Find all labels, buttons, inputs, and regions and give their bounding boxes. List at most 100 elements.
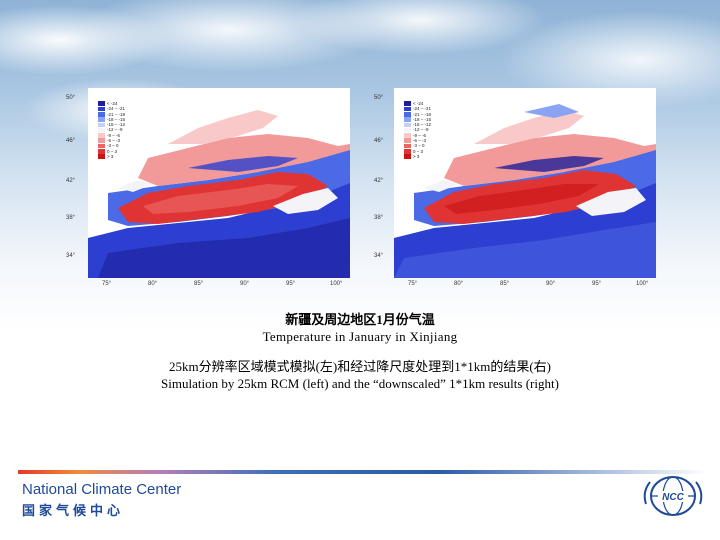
- legend-swatch: [404, 101, 411, 106]
- legend-label: > 3: [413, 153, 420, 159]
- legend-swatch: [98, 138, 105, 144]
- left-lat-label: 38°: [66, 215, 76, 221]
- legend-swatch: [404, 143, 411, 149]
- legend-label: -6 – -3: [107, 138, 121, 144]
- org-name-zh: 国家气候中心: [22, 504, 125, 519]
- legend-label: -6 – -3: [413, 138, 427, 144]
- legend-label: < -24: [107, 101, 118, 106]
- left-lon-label: 95°: [286, 281, 296, 287]
- logo-text: NCC: [662, 492, 684, 503]
- legend-label: -12 – -9: [413, 127, 429, 133]
- legend-swatch: [404, 154, 411, 159]
- left-lon-label: 80°: [148, 281, 158, 287]
- legend-swatch: [98, 143, 105, 149]
- legend-swatch: [98, 149, 105, 154]
- legend-entry: -24 – -21: [404, 106, 431, 111]
- legend-entry: -15 – -12: [404, 122, 431, 127]
- caption-desc-en: Simulation by 25km RCM (left) and the “d…: [161, 376, 559, 391]
- legend-label: -12 – -9: [107, 127, 123, 133]
- legend-entry: -6 – -3: [98, 138, 125, 143]
- legend-entry: -12 – -9: [404, 127, 431, 132]
- legend-swatch: [98, 154, 105, 159]
- legend-swatch: [404, 149, 411, 154]
- org-name-en: National Climate Center: [22, 481, 182, 498]
- caption-desc-zh: 25km分辨率区域模式模拟(左)和经过降尺度处理到1*1km的结果(右): [168, 359, 552, 374]
- legend-entry: -24 – -21: [98, 106, 125, 111]
- right-lat-label: 34°: [374, 253, 384, 259]
- left-lon-label: 85°: [194, 281, 204, 287]
- legend-label: -24 – -21: [107, 106, 126, 112]
- right-lon-label: 85°: [500, 281, 510, 287]
- legend-entry: -12 – -9: [98, 127, 125, 132]
- legend-swatch: [98, 127, 105, 133]
- left-lat-label: 42°: [66, 178, 76, 184]
- right-temperature-map: [394, 88, 656, 278]
- legend-swatch: [98, 101, 105, 106]
- legend-entry: -21 – -18: [404, 112, 431, 117]
- right-lat-label: 50°: [374, 95, 384, 101]
- legend-swatch: [404, 133, 411, 138]
- caption-title-en: Temperature in January in Xinjiang: [262, 329, 458, 344]
- footer-divider: [18, 470, 708, 474]
- legend-swatch: [404, 138, 411, 144]
- legend-label: < -24: [413, 101, 424, 106]
- legend-label: -21 – -18: [107, 111, 126, 117]
- right-lon-label: 75°: [408, 281, 418, 287]
- caption-title-zh: 新疆及周边地区1月份气温: [285, 312, 435, 327]
- legend-entry: < -24: [404, 101, 431, 106]
- legend-label: -9 – -6: [413, 132, 427, 138]
- legend-swatch: [404, 111, 411, 117]
- legend-entry: -3 – 0: [98, 143, 125, 148]
- legend-swatch: [404, 127, 411, 133]
- left-map-legend: < -24 -24 – -21 -21 – -18 -18 – -15 -15 – -1…: [98, 101, 125, 159]
- legend-entry: -9 – -6: [98, 133, 125, 138]
- legend-swatch: [404, 122, 411, 128]
- legend-label: -18 – -15: [107, 116, 126, 122]
- legend-label: -18 – -15: [413, 116, 432, 122]
- legend-label: 0 – 3: [413, 148, 424, 154]
- right-map-graphic: [394, 88, 656, 278]
- legend-swatch: [98, 117, 105, 122]
- legend-label: -24 – -21: [413, 106, 432, 112]
- legend-label: -21 – -18: [413, 111, 432, 117]
- legend-entry: -6 – -3: [404, 138, 431, 143]
- left-map-graphic: [88, 88, 350, 278]
- left-lon-label: 75°: [102, 281, 112, 287]
- legend-label: -3 – 0: [413, 143, 425, 149]
- legend-entry: > 3: [404, 154, 431, 159]
- legend-label: > 3: [107, 153, 114, 159]
- legend-swatch: [98, 106, 105, 112]
- right-lon-label: 80°: [454, 281, 464, 287]
- legend-swatch: [98, 133, 105, 138]
- legend-label: -3 – 0: [107, 143, 119, 149]
- legend-label: -15 – -12: [107, 122, 126, 128]
- legend-swatch: [98, 122, 105, 128]
- right-lat-label: 46°: [374, 138, 384, 144]
- left-lat-label: 34°: [66, 253, 76, 259]
- left-lat-label: 46°: [66, 138, 76, 144]
- legend-entry: -18 – -15: [98, 117, 125, 122]
- legend-entry: -9 – -6: [404, 133, 431, 138]
- left-lat-label: 50°: [66, 95, 76, 101]
- left-lon-label: 90°: [240, 281, 250, 287]
- legend-label: -15 – -12: [413, 122, 432, 128]
- legend-entry: > 3: [98, 154, 125, 159]
- legend-swatch: [404, 106, 411, 112]
- legend-entry: -18 – -15: [404, 117, 431, 122]
- legend-entry: -3 – 0: [404, 143, 431, 148]
- right-lon-label: 95°: [592, 281, 602, 287]
- legend-entry: 0 – 3: [98, 149, 125, 154]
- legend-swatch: [98, 111, 105, 117]
- legend-entry: < -24: [98, 101, 125, 106]
- legend-label: -9 – -6: [107, 132, 121, 138]
- legend-swatch: [404, 117, 411, 122]
- ncc-logo-icon: NCC: [643, 476, 703, 516]
- right-map-legend: < -24 -24 – -21 -21 – -18 -18 – -15 -15 – -1…: [404, 101, 431, 159]
- right-lon-label: 100°: [636, 281, 649, 287]
- legend-entry: -15 – -12: [98, 122, 125, 127]
- legend-entry: -21 – -18: [98, 112, 125, 117]
- left-temperature-map: [88, 88, 350, 278]
- legend-entry: 0 – 3: [404, 149, 431, 154]
- legend-label: 0 – 3: [107, 148, 118, 154]
- right-lon-label: 90°: [546, 281, 556, 287]
